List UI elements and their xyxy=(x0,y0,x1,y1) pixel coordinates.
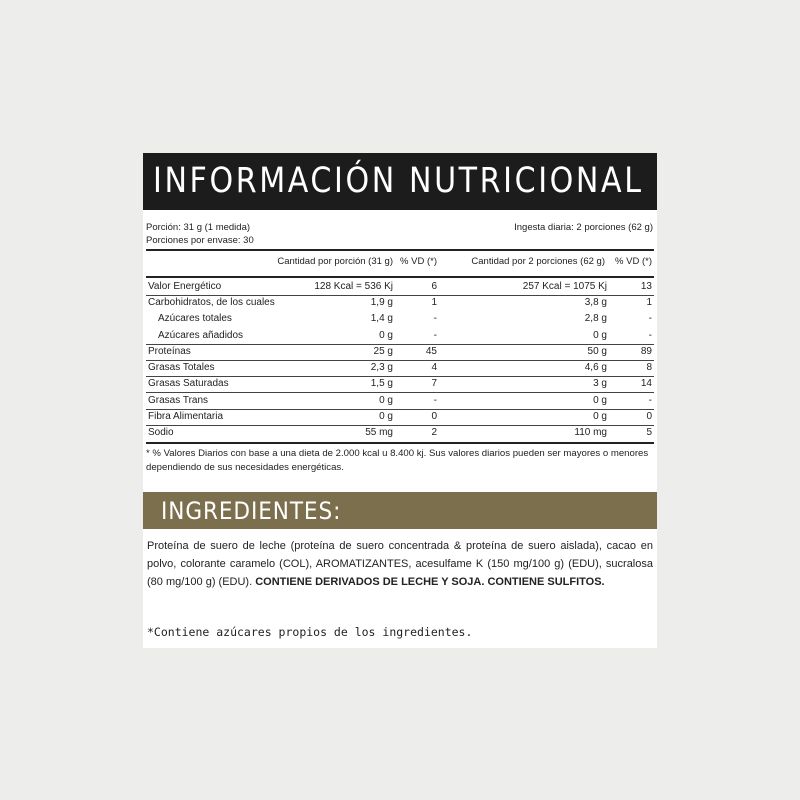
allergens: CONTIENE DERIVADOS DE LECHE Y SOJA. CONT… xyxy=(255,576,605,588)
vd-portion: - xyxy=(433,395,437,406)
per-portion-value: 1,5 g xyxy=(370,378,393,389)
column-header: % VD (*) xyxy=(400,256,437,267)
vd-two: 8 xyxy=(646,362,652,373)
table-row: Grasas Trans 0 g - 0 g - xyxy=(146,393,654,410)
nutrient-name: Azúcares totales xyxy=(158,313,232,324)
table-row: Grasas Totales 2,3 g 4 4,6 g 8 xyxy=(146,360,654,377)
vd-two: 13 xyxy=(640,281,652,292)
vd-two: - xyxy=(648,313,652,324)
vd-portion: - xyxy=(433,330,437,341)
nutrient-name: Fibra Alimentaria xyxy=(148,411,224,422)
per-two-value: 257 Kcal = 1075 Kj xyxy=(522,281,607,292)
per-portion-value: 55 mg xyxy=(365,427,393,438)
per-two-value: 3,8 g xyxy=(584,297,607,308)
table-row: Carbohidratos, de los cuales 1,9 g 1 3,8 g 1 xyxy=(146,295,654,311)
table-row: Grasas Saturadas 1,5 g 7 3 g 14 xyxy=(146,376,654,393)
title-bar: INFORMACIÓN NUTRICIONAL xyxy=(143,153,657,210)
nutrient-name: Azúcares añadidos xyxy=(158,330,244,341)
per-portion-value: 128 Kcal = 536 Kj xyxy=(314,281,393,292)
per-portion-value: 1,9 g xyxy=(370,297,393,308)
vd-two: 14 xyxy=(640,378,652,389)
per-two-value: 2,8 g xyxy=(584,313,607,324)
portions-per-pack: Porciones por envase: 30 xyxy=(146,235,254,246)
vd-portion: 0 xyxy=(431,411,437,422)
page-title: INFORMACIÓN NUTRICIONAL xyxy=(153,161,644,201)
per-two-value: 110 mg xyxy=(574,427,607,438)
table-row: Azúcares totales 1,4 g - 2,8 g - xyxy=(146,311,654,327)
nutrient-name: Grasas Saturadas xyxy=(148,378,229,389)
sugar-note: *Contiene azúcares propios de los ingred… xyxy=(147,625,473,639)
per-two-value: 4,6 g xyxy=(584,362,607,373)
daily-intake: Ingesta diaria: 2 porciones (62 g) xyxy=(514,222,653,233)
per-two-value: 0 g xyxy=(593,411,607,422)
column-header: Cantidad por 2 porciones (62 g) xyxy=(471,256,605,267)
per-portion-value: 2,3 g xyxy=(370,362,393,373)
nutrient-name: Proteínas xyxy=(148,346,191,357)
ingredients-text: Proteína de suero de leche (proteína de … xyxy=(147,537,653,591)
nutrient-name: Sodio xyxy=(148,427,174,438)
per-portion-value: 0 g xyxy=(379,330,393,341)
per-portion-value: 0 g xyxy=(379,411,393,422)
vd-portion: 45 xyxy=(425,346,437,357)
vd-two: 1 xyxy=(646,297,652,308)
vd-portion: 1 xyxy=(431,297,437,308)
divider xyxy=(146,276,654,278)
vd-two: 0 xyxy=(646,411,652,422)
vd-two: 5 xyxy=(646,427,652,438)
per-portion-value: 1,4 g xyxy=(370,313,393,324)
divider xyxy=(146,249,654,251)
divider xyxy=(146,442,654,444)
ingredients-bar: INGREDIENTES: xyxy=(143,492,657,529)
vd-portion: 2 xyxy=(431,427,437,438)
column-header: Cantidad por porción (31 g) xyxy=(277,256,393,267)
column-header: % VD (*) xyxy=(615,256,652,267)
vd-portion: 4 xyxy=(431,362,437,373)
vd-two: - xyxy=(648,395,652,406)
portion-info: Porción: 31 g (1 medida) xyxy=(146,222,251,233)
vd-two: 89 xyxy=(640,346,652,357)
nutrient-name: Grasas Trans xyxy=(148,395,209,406)
per-two-value: 0 g xyxy=(593,330,607,341)
nutrient-name: Valor Energético xyxy=(148,281,222,292)
per-two-value: 50 g xyxy=(587,346,607,357)
nutrient-name: Carbohidratos, de los cuales xyxy=(148,297,275,308)
table-row: Valor Energético 128 Kcal = 536 Kj 6 257 Kc… xyxy=(146,279,654,296)
vd-two: - xyxy=(648,330,652,341)
vd-portion: 7 xyxy=(431,378,437,389)
nutrition-label: INFORMACIÓN NUTRICIONAL Porción: 31 g (1… xyxy=(143,153,657,648)
nutrient-name: Grasas Totales xyxy=(148,362,215,373)
vd-portion: - xyxy=(433,313,437,324)
footnote: * % Valores Diarios con base a una dieta… xyxy=(146,448,649,473)
table-row: Fibra Alimentaria 0 g 0 0 g 0 xyxy=(146,409,654,426)
table-row: Proteínas 25 g 45 50 g 89 xyxy=(146,344,654,361)
per-portion-value: 0 g xyxy=(379,395,393,406)
table-header: Cantidad por porción (31 g) % VD (*) Can… xyxy=(146,254,654,270)
table-row: Azúcares añadidos 0 g - 0 g - xyxy=(146,328,654,345)
table-row: Sodio 55 mg 2 110 mg 5 xyxy=(146,425,654,441)
per-two-value: 3 g xyxy=(593,378,607,389)
ingredients-title: INGREDIENTES: xyxy=(161,497,342,525)
vd-portion: 6 xyxy=(431,281,437,292)
ingredients-list: Proteína de suero de leche (proteína de … xyxy=(147,540,653,588)
per-two-value: 0 g xyxy=(593,395,607,406)
per-portion-value: 25 g xyxy=(373,346,393,357)
